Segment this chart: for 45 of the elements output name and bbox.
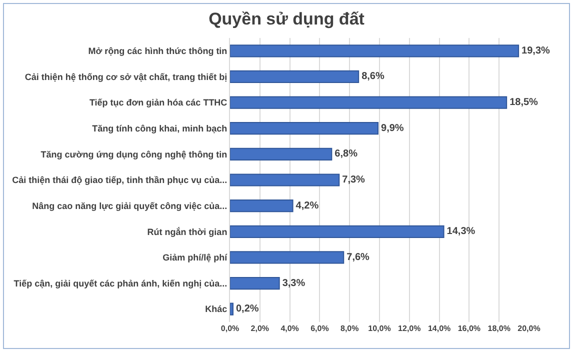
x-tick-label: 20,0% [518,324,540,333]
y-tick-label: Tiếp tục đơn giản hóa các TTHC [89,98,228,108]
bar [230,225,444,238]
y-tick-label: Giảm phí/lệ phí [162,252,228,263]
y-tick-label: Khác [205,304,228,314]
data-label: 19,3% [522,45,550,56]
data-label: 14,3% [446,226,476,238]
bar [230,200,294,212]
bar [230,70,360,84]
data-label: 6,8% [334,148,358,160]
x-tick-label: 2,0% [250,324,270,333]
data-label: 0,2% [236,304,259,315]
bar [230,251,344,264]
data-label: 9,9% [381,122,404,134]
y-tick-label: Mở rộng các hình thức thông tin [88,46,228,56]
data-label: 3,3% [282,278,306,289]
y-tick-label: Cải thiện thái độ giao tiếp, tinh thần phục vụ của... [12,175,228,186]
y-tick-label: Cải thiện hệ thống cơ sở vật chất, trang thiết bị [24,72,228,82]
data-label: 18,5% [510,97,538,108]
x-tick-label: 8,0% [340,324,359,333]
y-tick-label: Nâng cao năng lực giải quyết công việc của... [32,200,228,211]
bar [230,122,379,135]
x-tick-label: 14,0% [428,324,451,333]
bar [230,174,340,186]
data-label: 7,6% [346,252,370,263]
bar [230,44,520,58]
x-tick-label: 6,0% [310,324,329,333]
x-tick-label: 10,0% [368,324,391,333]
data-label: 8,6% [362,71,384,82]
x-tick-label: 18,0% [488,324,510,333]
bar [230,148,332,160]
y-tick-label: Tăng tính công khai, minh bạch [92,124,228,134]
x-tick-label: 0,0% [220,324,240,333]
chart-title: Quyền sử dụng đất [208,10,365,28]
x-tick-label: 4,0% [280,324,299,333]
x-tick-label: 12,0% [398,324,421,333]
bar [230,276,280,290]
data-label: 4,2% [296,200,319,212]
y-tick-label: Rút ngắn thời gian [147,226,228,237]
y-tick-label: Tăng cường ứng dụng công nghệ thông tin [40,149,228,160]
data-label: 7,3% [342,174,366,186]
bar [230,96,508,109]
x-tick-label: 16,0% [458,324,481,333]
y-tick-label: Tiếp cận, giải quyết các phản ánh, kiến nghị của... [14,278,228,288]
bar [230,302,234,316]
